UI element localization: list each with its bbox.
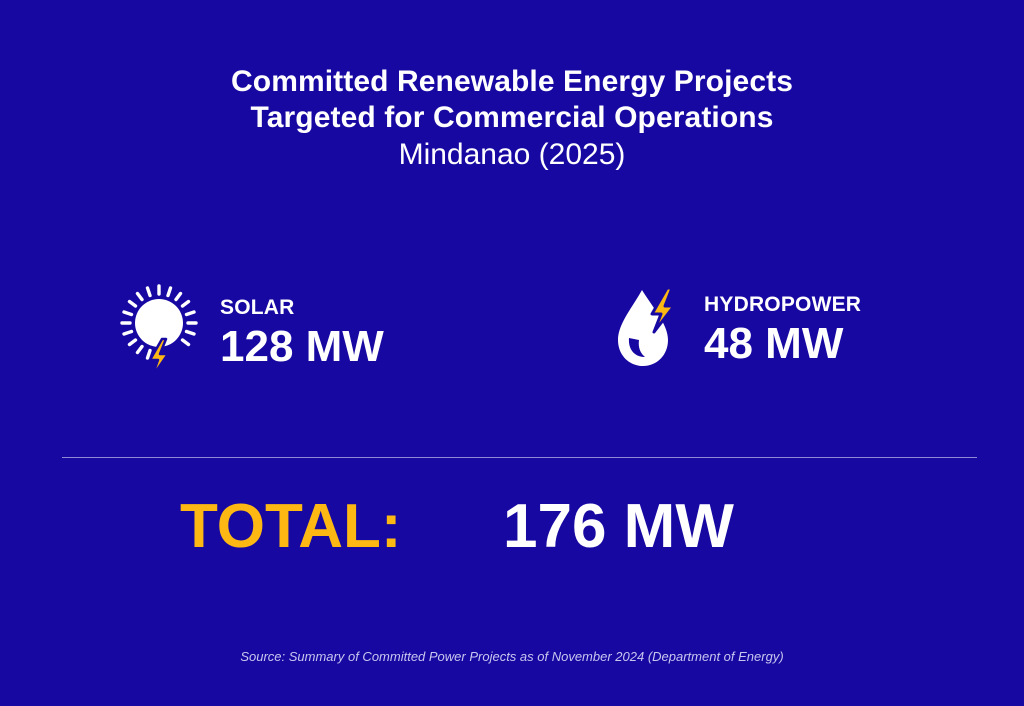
header: Committed Renewable Energy Projects Targ…: [0, 64, 1024, 174]
solar-value: 128 MW: [220, 321, 384, 371]
hydro-stat: HYDROPOWER 48 MW: [612, 286, 861, 375]
sun-bolt-icon: [118, 283, 200, 384]
divider: [62, 457, 977, 458]
total-value: 176 MW: [503, 492, 734, 561]
water-drop-bolt-icon: [612, 286, 684, 375]
solar-stat: SOLAR 128 MW: [118, 283, 384, 384]
hydro-label: HYDROPOWER: [704, 292, 862, 316]
title-line-1: Committed Renewable Energy Projects: [231, 65, 793, 98]
source-note: Source: Summary of Committed Power Proje…: [240, 649, 784, 664]
solar-label: SOLAR: [220, 295, 295, 319]
solar-text: SOLAR 128 MW: [220, 296, 384, 372]
hydro-value: 48 MW: [704, 318, 844, 368]
hydro-text: HYDROPOWER 48 MW: [704, 293, 861, 369]
title-line-2: Targeted for Commercial Operations: [250, 101, 774, 134]
subtitle: Mindanao (2025): [398, 138, 626, 171]
total-label: TOTAL:: [180, 492, 402, 561]
